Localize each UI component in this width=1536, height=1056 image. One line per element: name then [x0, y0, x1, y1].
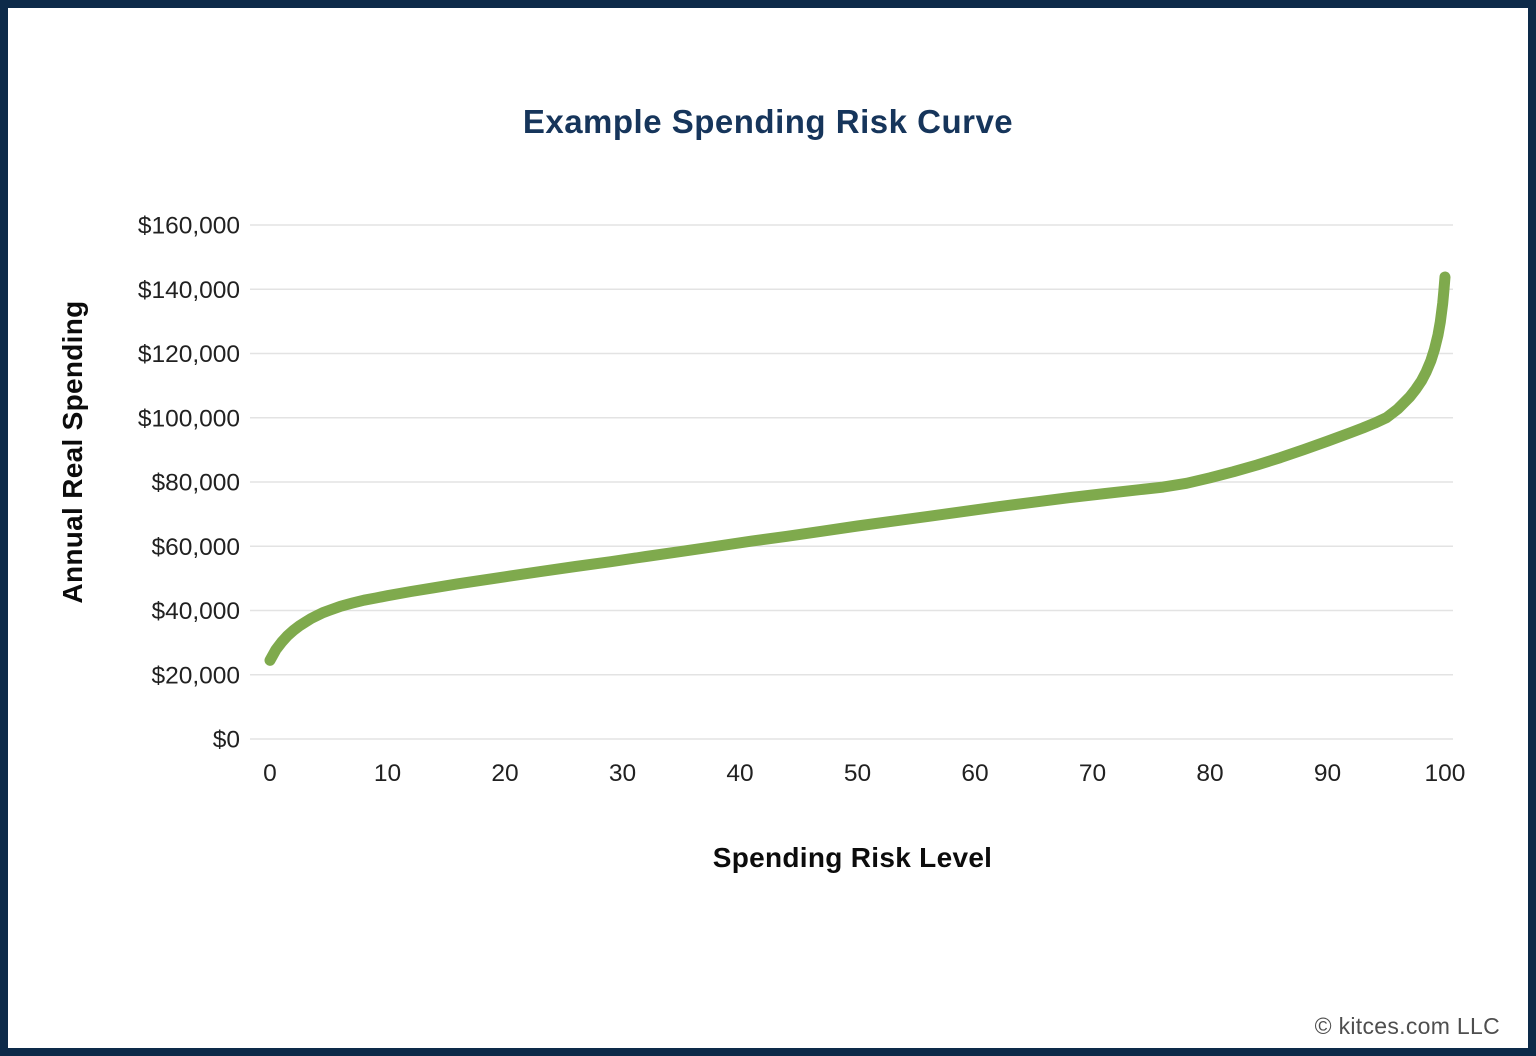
- chart-title: Example Spending Risk Curve: [522, 103, 1014, 140]
- x-axis-title: Spending Risk Level: [712, 842, 993, 873]
- y-tick-label: $140,000: [138, 277, 240, 304]
- x-tick-label: 100: [1425, 760, 1466, 787]
- x-tick-label: 50: [844, 760, 871, 787]
- y-tick-label: $40,000: [151, 598, 240, 625]
- y-tick-label: $60,000: [151, 534, 240, 561]
- x-tick-label: 30: [609, 760, 636, 787]
- x-tick-label: 10: [374, 760, 401, 787]
- y-tick-label: $100,000: [138, 405, 240, 432]
- x-tick-label: 80: [1196, 760, 1223, 787]
- y-tick-label: $20,000: [151, 662, 240, 689]
- spending-curve: [264, 271, 1451, 666]
- x-tick-label: 40: [726, 760, 753, 787]
- y-tick-label: $120,000: [138, 341, 240, 368]
- x-tick-label: 0: [263, 760, 277, 787]
- x-tick-label: 20: [491, 760, 518, 787]
- copyright-text: © kitces.com LLC: [1314, 1013, 1500, 1039]
- y-tick-label: $160,000: [138, 213, 240, 240]
- x-tick-label: 70: [1079, 760, 1106, 787]
- x-tick-label: 60: [961, 760, 988, 787]
- y-tick-label: $0: [213, 727, 240, 754]
- x-tick-label: 90: [1314, 760, 1341, 787]
- y-tick-label: $80,000: [151, 470, 240, 497]
